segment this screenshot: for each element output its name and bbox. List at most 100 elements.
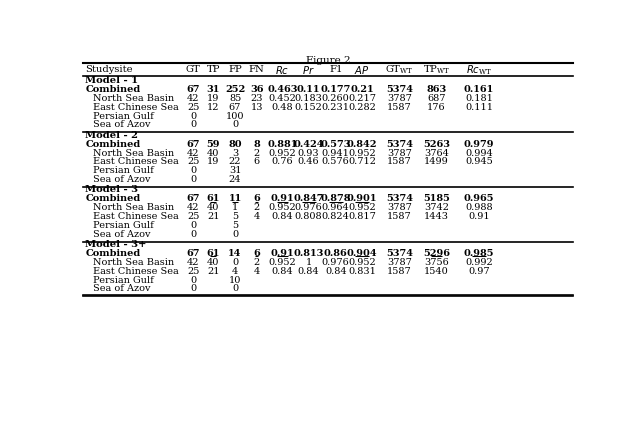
Text: 42: 42 (187, 203, 200, 212)
Text: Model - 3: Model - 3 (85, 186, 138, 194)
Text: 2: 2 (253, 203, 260, 212)
Text: 80: 80 (228, 140, 242, 149)
Text: 5185: 5185 (423, 194, 450, 203)
Text: 25: 25 (187, 103, 199, 112)
Text: 3742: 3742 (424, 203, 449, 212)
Text: 176: 176 (427, 103, 446, 112)
Text: 100: 100 (226, 112, 244, 120)
Text: 5374: 5374 (386, 249, 413, 258)
Text: 6: 6 (253, 194, 260, 203)
Text: 67: 67 (186, 85, 200, 94)
Text: 1587: 1587 (387, 212, 412, 221)
Text: 67: 67 (186, 194, 200, 203)
Text: 0.941: 0.941 (322, 149, 349, 157)
Text: 0: 0 (190, 175, 196, 184)
Text: 0.952: 0.952 (348, 203, 376, 212)
Text: Sea of Azov: Sea of Azov (93, 175, 150, 184)
Text: 0.84: 0.84 (325, 267, 347, 276)
Text: 0: 0 (190, 120, 196, 129)
Text: Sea of Azov: Sea of Azov (93, 230, 150, 239)
Text: 0.152: 0.152 (294, 103, 323, 112)
Text: 0.231: 0.231 (322, 103, 349, 112)
Text: 0.952: 0.952 (268, 149, 296, 157)
Text: 0.86: 0.86 (324, 249, 348, 258)
Text: Persian Gulf: Persian Gulf (93, 221, 154, 230)
Text: 1443: 1443 (424, 212, 449, 221)
Text: 59: 59 (207, 140, 220, 149)
Text: 4: 4 (253, 267, 260, 276)
Text: 11: 11 (228, 194, 242, 203)
Text: 0.93: 0.93 (298, 149, 319, 157)
Text: TP: TP (207, 65, 220, 75)
Text: Persian Gulf: Persian Gulf (93, 112, 154, 120)
Text: Studysite: Studysite (85, 65, 133, 75)
Text: 21: 21 (207, 267, 220, 276)
Text: 0.985: 0.985 (464, 249, 494, 258)
Text: 8: 8 (253, 140, 260, 149)
Text: 40: 40 (207, 258, 220, 267)
Text: 0.952: 0.952 (348, 258, 376, 267)
Text: 0.424: 0.424 (293, 140, 324, 149)
Text: 0.988: 0.988 (465, 203, 493, 212)
Text: Combined: Combined (85, 194, 141, 203)
Text: 42: 42 (187, 94, 200, 103)
Text: 0: 0 (190, 230, 196, 239)
Text: Persian Gulf: Persian Gulf (93, 166, 154, 175)
Text: 0.952: 0.952 (348, 149, 376, 157)
Text: FP: FP (228, 65, 242, 75)
Text: 1: 1 (305, 258, 312, 267)
Text: $Pr$: $Pr$ (302, 64, 315, 76)
Text: 0.952: 0.952 (268, 203, 296, 212)
Text: 252: 252 (225, 85, 245, 94)
Text: 0.84: 0.84 (298, 267, 319, 276)
Text: 31: 31 (207, 85, 220, 94)
Text: 0.976: 0.976 (322, 258, 349, 267)
Text: 3764: 3764 (424, 149, 449, 157)
Text: 0.282: 0.282 (348, 103, 376, 112)
Text: 25: 25 (187, 212, 199, 221)
Text: 0.965: 0.965 (464, 194, 494, 203)
Text: 0.260: 0.260 (322, 94, 349, 103)
Text: Sea of Azov: Sea of Azov (93, 284, 150, 293)
Text: 3756: 3756 (424, 258, 449, 267)
Text: 5: 5 (232, 212, 238, 221)
Text: 0.76: 0.76 (271, 157, 293, 166)
Text: 13: 13 (250, 103, 263, 112)
Text: North Sea Basin: North Sea Basin (93, 258, 174, 267)
Text: North Sea Basin: North Sea Basin (93, 203, 174, 212)
Text: 0.952: 0.952 (268, 258, 296, 267)
Text: 1587: 1587 (387, 157, 412, 166)
Text: $AP$: $AP$ (355, 64, 370, 76)
Text: 0.808: 0.808 (295, 212, 323, 221)
Text: 61: 61 (207, 249, 220, 258)
Text: East Chinese Sea: East Chinese Sea (93, 212, 179, 221)
Text: 0.945: 0.945 (465, 157, 493, 166)
Text: 0: 0 (190, 112, 196, 120)
Text: 0.901: 0.901 (347, 194, 378, 203)
Text: GT: GT (186, 65, 200, 75)
Text: 0.452: 0.452 (268, 94, 296, 103)
Text: GT$_{\mathregular{WT}}$: GT$_{\mathregular{WT}}$ (385, 64, 413, 76)
Text: $Rc_{\mathregular{WT}}$: $Rc_{\mathregular{WT}}$ (466, 63, 492, 77)
Text: TP$_{\mathregular{WT}}$: TP$_{\mathregular{WT}}$ (423, 64, 450, 76)
Text: 1540: 1540 (424, 267, 449, 276)
Text: 0.463: 0.463 (267, 85, 298, 94)
Text: 0.831: 0.831 (348, 267, 376, 276)
Text: 3787: 3787 (387, 94, 412, 103)
Text: 0.712: 0.712 (348, 157, 376, 166)
Text: 0: 0 (232, 284, 238, 293)
Text: 0: 0 (232, 230, 238, 239)
Text: 0.91: 0.91 (468, 212, 490, 221)
Text: 0.847: 0.847 (293, 194, 324, 203)
Text: 0.91: 0.91 (271, 194, 294, 203)
Text: 0: 0 (190, 221, 196, 230)
Text: 21: 21 (207, 212, 220, 221)
Text: 0: 0 (190, 276, 196, 284)
Text: 5263: 5263 (423, 140, 450, 149)
Text: 0.576: 0.576 (322, 157, 349, 166)
Text: $Rc$: $Rc$ (275, 64, 289, 76)
Text: 0: 0 (232, 258, 238, 267)
Text: 0.964: 0.964 (322, 203, 349, 212)
Text: 0.183: 0.183 (294, 94, 323, 103)
Text: Sea of Azov: Sea of Azov (93, 120, 150, 129)
